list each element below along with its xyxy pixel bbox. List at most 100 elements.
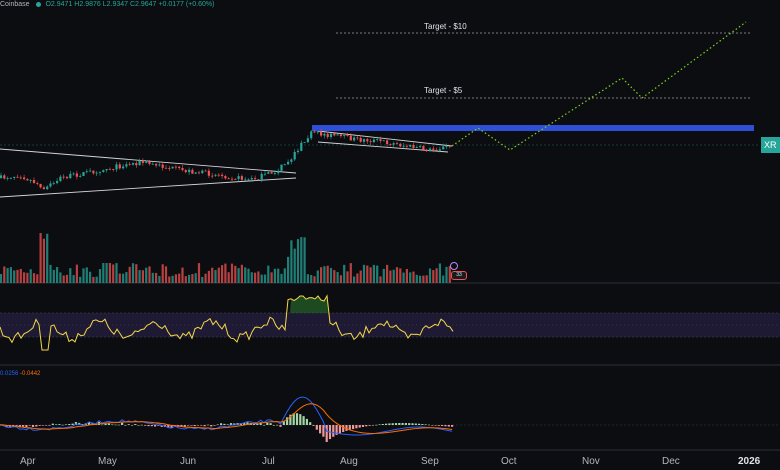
volume-bar (42, 238, 45, 283)
indicator-settings-icon[interactable] (450, 262, 458, 270)
xaxis-label-2026: 2026 (738, 456, 761, 467)
volume-bar (362, 264, 366, 283)
candlestick-series (0, 129, 451, 191)
volume-bar (188, 274, 191, 283)
macd-hist-bar (375, 424, 378, 426)
candle-body (320, 131, 323, 136)
candle-body (349, 135, 352, 141)
volume-bar (178, 273, 181, 283)
volume-bar (343, 264, 346, 283)
macd-hist-bar (22, 425, 25, 427)
volume-bar (181, 267, 184, 283)
volume-bar (432, 270, 435, 283)
rsi-line (0, 294, 454, 351)
candle-body (405, 145, 408, 147)
macd-hist-bar (144, 425, 147, 426)
signal-line (0, 403, 453, 434)
volume-bar (75, 264, 78, 283)
volume-bar (346, 271, 349, 283)
macd-hist-bar (15, 425, 18, 426)
candle-body (392, 143, 395, 145)
candle-body (184, 170, 187, 173)
macd-hist-bar (262, 424, 266, 426)
volume-bar (366, 265, 369, 283)
candle-body (56, 181, 59, 184)
macd-hist-bar (414, 423, 417, 425)
volume-bar (19, 268, 22, 283)
volume-bar (392, 269, 395, 283)
xaxis-label-jul: Jul (262, 456, 275, 467)
candle-body (237, 176, 240, 179)
macd-hist-bar (157, 425, 160, 426)
volume-bar (425, 275, 428, 283)
macd-value: 0.0256 (0, 371, 19, 377)
candle-body (201, 170, 204, 174)
volume-bar (227, 272, 230, 283)
macd-hist-bar (64, 424, 68, 426)
volume-bar (270, 272, 273, 283)
candle-body (49, 183, 52, 187)
candle-body (151, 163, 154, 165)
volume-bar (296, 239, 300, 283)
candle-body (108, 169, 111, 170)
volume-bar (112, 264, 115, 283)
triangle-upper-line (0, 148, 297, 174)
candle-body (141, 160, 144, 163)
macd-hist-bar (309, 422, 312, 425)
macd-hist-bar (437, 425, 440, 426)
macd-hist-bar (368, 425, 371, 426)
candle-body (300, 142, 303, 151)
volume-bar (237, 268, 240, 283)
volume-bar (151, 272, 154, 283)
macd-hist-bar (134, 424, 137, 425)
candle-body (445, 146, 448, 147)
candle-body (72, 173, 75, 175)
volume-bar (402, 272, 405, 283)
candle-body (313, 131, 316, 133)
volume-bar (23, 272, 26, 283)
candle-body (376, 139, 379, 140)
candle-body (16, 176, 19, 178)
candle-body (353, 137, 356, 141)
macd-hist-bar (305, 418, 308, 425)
volume-bar (310, 275, 313, 283)
candle-body (39, 183, 42, 188)
volume-bar (247, 268, 250, 283)
volume-bar (306, 274, 309, 283)
macd-hist-bar (302, 416, 305, 425)
candle-body (435, 149, 438, 151)
candle-body (168, 168, 171, 169)
volume-bar (56, 267, 59, 283)
candle-body (197, 172, 201, 174)
candle-body (395, 143, 399, 144)
candle-body (323, 133, 326, 136)
ohlc-low: L2.9347 (102, 1, 129, 8)
candle-body (102, 170, 105, 173)
candle-body (122, 166, 125, 169)
candle-body (128, 164, 131, 166)
volume-bar (448, 266, 451, 283)
candle-body (310, 131, 313, 139)
volume-bar (234, 265, 237, 283)
volume-bar (329, 267, 333, 283)
candle-body (343, 135, 346, 137)
candle-body (145, 161, 148, 163)
candle-body (339, 134, 342, 137)
macd-hist-bar (216, 424, 219, 426)
candle-body (217, 174, 220, 176)
macd-hist-bar (167, 425, 170, 428)
macd-hist-bar (243, 422, 246, 425)
volume-bar (155, 272, 158, 283)
volume-bar (290, 240, 293, 283)
macd-hist-bar (408, 423, 411, 425)
price-axis-badge: XR (761, 137, 780, 153)
volume-bar (115, 263, 118, 283)
macd-hist-bar (411, 423, 414, 425)
volume-bar (419, 275, 422, 283)
volume-bar (46, 233, 49, 283)
volume-bar (382, 268, 385, 283)
macd-hist-bar (269, 423, 272, 425)
volume-bar (277, 268, 280, 283)
candle-body (326, 133, 329, 138)
